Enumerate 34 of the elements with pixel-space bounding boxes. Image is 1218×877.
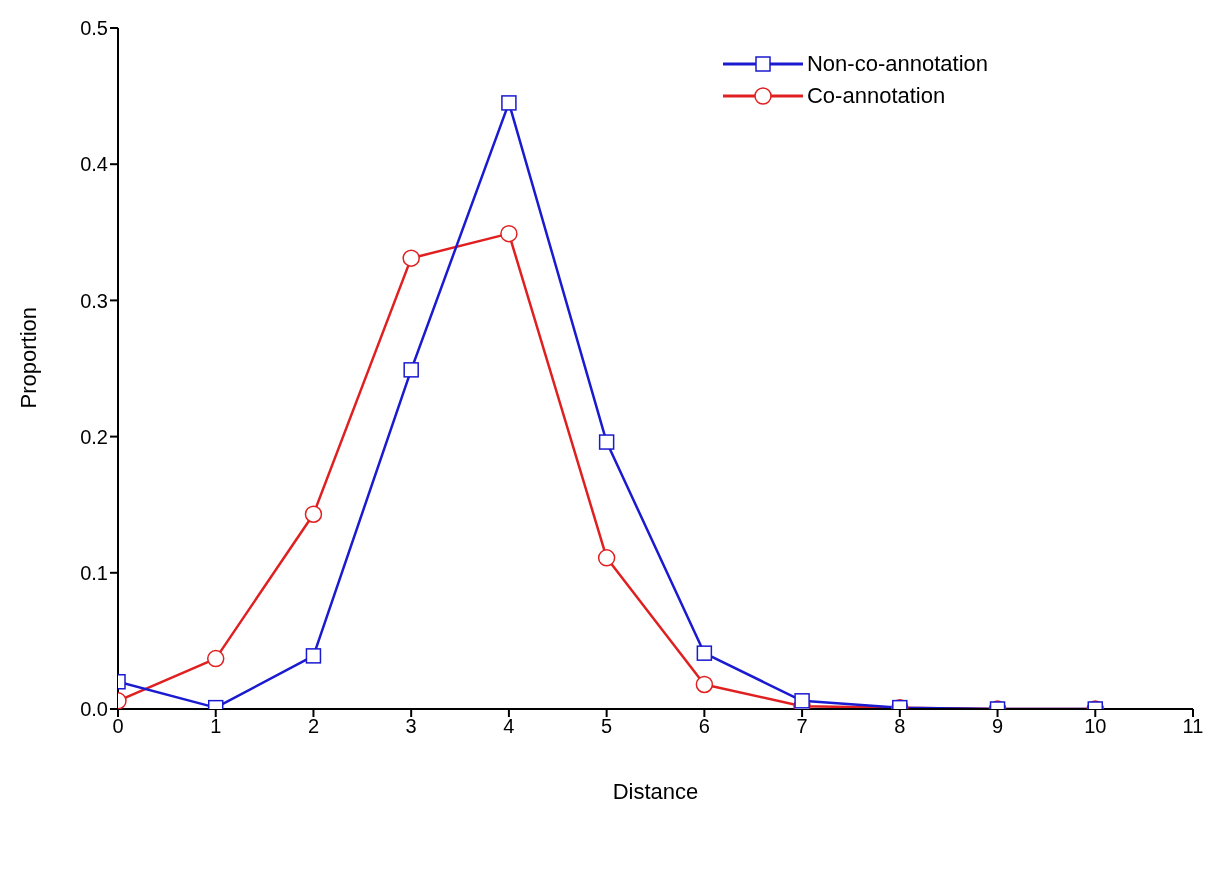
point: [206, 649, 225, 668]
x-tick-label: 11: [1182, 715, 1204, 738]
y-tick-label: 0.1: [80, 561, 108, 584]
point: [696, 645, 713, 661]
y-tick-label: 0.4: [80, 153, 108, 176]
point: [695, 675, 714, 694]
text: 0.0: [80, 698, 108, 721]
point: [794, 693, 810, 709]
legend-label: Co-annotation: [806, 83, 946, 109]
point: [403, 362, 419, 378]
y-tick-label: 0.3: [80, 289, 108, 312]
point: [500, 224, 518, 243]
x-tick-label: 6: [698, 715, 710, 738]
x-tick-label: 5: [601, 715, 613, 738]
legend-label: Non-co-annotation: [806, 51, 988, 77]
point: [597, 549, 616, 567]
point: [501, 95, 517, 111]
x-tick-label: 1: [210, 715, 222, 738]
point: [304, 505, 323, 523]
x-tick-label: 2: [307, 715, 320, 738]
x-axis-title: Distance: [612, 779, 699, 804]
x-tick-label: 9: [991, 715, 1004, 738]
point: [598, 434, 615, 450]
x-tick-label: 7: [796, 715, 808, 738]
x-tick-label: 10: [1084, 715, 1107, 738]
x-tick-label: 3: [405, 715, 417, 738]
x-tick-label: 0: [112, 715, 124, 738]
x-tick-label: 4: [503, 715, 515, 738]
y-tick-label: 0.2: [80, 425, 108, 448]
x-tick-label: 8: [894, 715, 906, 738]
point: [402, 249, 420, 267]
y-axis-title: Proportion: [15, 306, 41, 409]
y-tick-label: 0.5: [80, 17, 108, 40]
point: [305, 648, 322, 664]
